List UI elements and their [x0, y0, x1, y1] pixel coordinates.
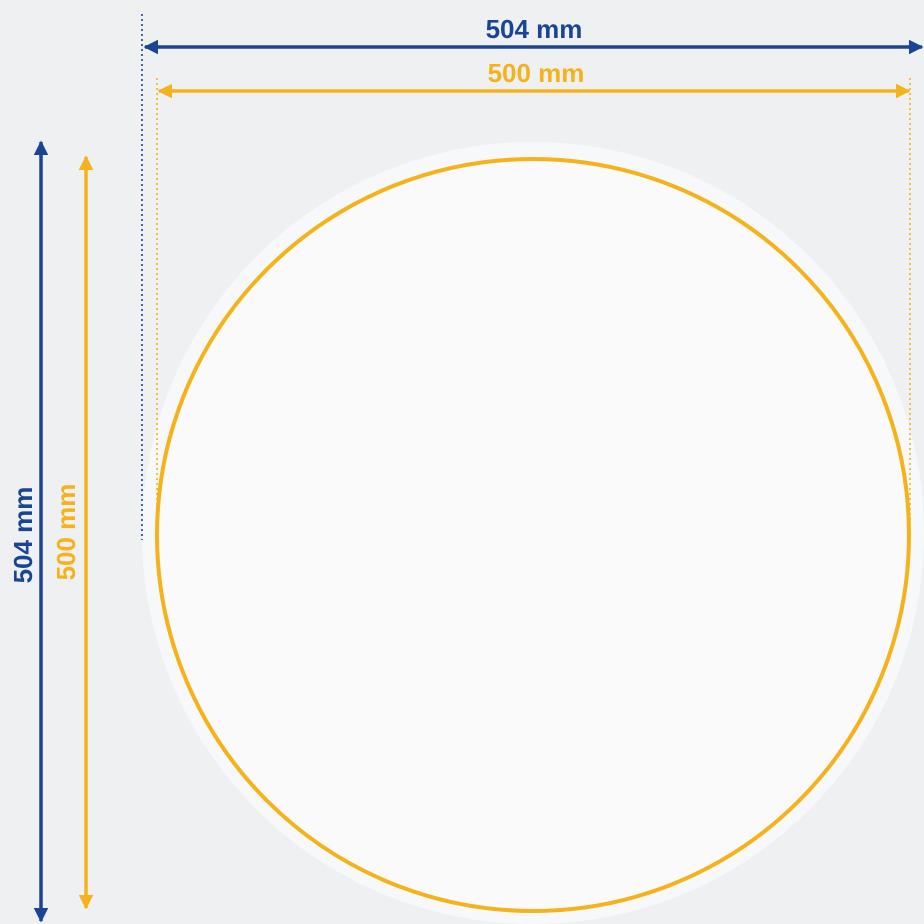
inner-disc: [155, 157, 911, 913]
inner-height-label: 500 mm: [51, 484, 81, 581]
outer-height-label: 504 mm: [8, 487, 38, 584]
outer-width-label: 504 mm: [486, 14, 583, 44]
inner-width-label: 500 mm: [488, 58, 585, 88]
